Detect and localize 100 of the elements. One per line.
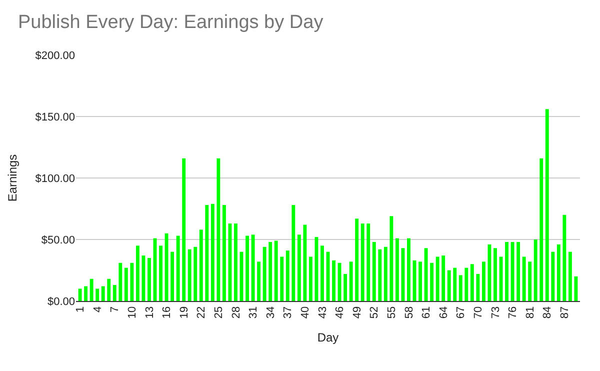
bar <box>332 260 336 301</box>
bar <box>442 255 446 301</box>
x-tick-label: 22 <box>196 306 208 319</box>
bar <box>424 248 428 301</box>
bar <box>482 262 486 301</box>
bar <box>136 246 140 301</box>
x-tick-label: 1 <box>74 306 87 313</box>
x-tick-label: 16 <box>161 306 174 319</box>
bar <box>205 205 209 301</box>
x-tick-label: 25 <box>213 306 226 319</box>
bar <box>568 252 572 301</box>
bar <box>464 268 468 301</box>
bar <box>130 262 134 301</box>
x-tick-label: 19 <box>178 306 190 319</box>
y-tick-label: $0.00 <box>47 296 75 308</box>
bar <box>516 242 520 301</box>
bar <box>372 242 376 301</box>
bar <box>366 224 370 301</box>
bar <box>107 278 111 301</box>
bar <box>574 276 578 301</box>
x-tick-label: 84 <box>542 306 554 319</box>
bar <box>262 246 266 301</box>
x-tick-label: 40 <box>300 306 312 319</box>
bar <box>360 224 364 301</box>
bar <box>170 252 174 301</box>
x-tick-label: 87 <box>559 306 572 319</box>
x-tick-label: 46 <box>334 306 346 319</box>
bar <box>430 262 434 301</box>
bar <box>148 258 151 301</box>
y-axis-title: Earnings <box>6 154 20 202</box>
bar <box>510 242 514 301</box>
x-tick-label: 58 <box>403 306 416 319</box>
bar <box>505 242 508 301</box>
bar <box>401 248 405 301</box>
bar <box>470 264 474 301</box>
x-tick-label: 49 <box>351 306 364 319</box>
bar <box>458 275 462 301</box>
bar <box>286 250 290 301</box>
bar <box>344 274 348 301</box>
chart-title: Publish Every Day: Earnings by Day <box>18 12 324 34</box>
bar <box>447 270 451 301</box>
bar <box>308 256 312 301</box>
bar <box>176 236 180 301</box>
bar <box>556 244 560 301</box>
x-tick-label: 81 <box>524 306 536 319</box>
bar <box>210 204 214 301</box>
bar <box>159 246 162 301</box>
bar <box>551 252 555 301</box>
bar <box>476 274 480 301</box>
bar <box>384 246 388 301</box>
bar <box>355 218 359 301</box>
x-tick-label: 52 <box>368 306 381 319</box>
bar <box>338 262 342 301</box>
bar <box>96 288 100 301</box>
x-tick-label: 61 <box>420 306 433 319</box>
bar <box>314 237 318 301</box>
bar <box>494 248 497 301</box>
y-tick-label: $150.00 <box>35 111 75 124</box>
bar <box>534 240 538 301</box>
y-tick-label: $50.00 <box>41 234 75 246</box>
x-tick-label: 37 <box>282 306 294 319</box>
bar <box>274 240 278 301</box>
bar <box>378 249 382 301</box>
bar <box>562 214 566 301</box>
bar <box>395 238 399 301</box>
bar <box>188 249 192 301</box>
x-tick-label: 10 <box>126 306 139 319</box>
bar <box>234 224 238 301</box>
bar <box>488 244 492 301</box>
y-tick-label: $200.00 <box>35 50 75 62</box>
bar <box>84 286 88 301</box>
y-tick-label: $100.00 <box>35 172 75 185</box>
x-tick-label: 70 <box>472 306 485 319</box>
bar <box>257 262 261 301</box>
x-tick-label: 34 <box>264 306 277 319</box>
bar <box>199 230 203 301</box>
bar <box>142 255 146 301</box>
bar <box>540 158 544 301</box>
bar <box>418 262 422 301</box>
x-tick-label: 64 <box>438 306 450 319</box>
x-tick-label: 55 <box>386 306 398 319</box>
bar <box>522 256 526 301</box>
bar <box>251 234 255 301</box>
bar <box>246 236 249 301</box>
bar <box>320 246 324 301</box>
x-tick-label: 4 <box>92 306 104 313</box>
bar <box>268 242 272 301</box>
bar <box>222 205 226 301</box>
bar <box>349 262 353 301</box>
bar <box>436 256 440 301</box>
bar <box>90 278 94 301</box>
bar <box>390 216 394 301</box>
bar <box>228 224 232 301</box>
bar <box>280 256 284 301</box>
bar <box>545 109 549 301</box>
x-tick-label: 43 <box>316 306 329 319</box>
x-tick-label: 13 <box>144 306 156 319</box>
bar <box>78 288 82 301</box>
x-tick-label: 7 <box>109 306 122 313</box>
bar <box>194 246 198 301</box>
